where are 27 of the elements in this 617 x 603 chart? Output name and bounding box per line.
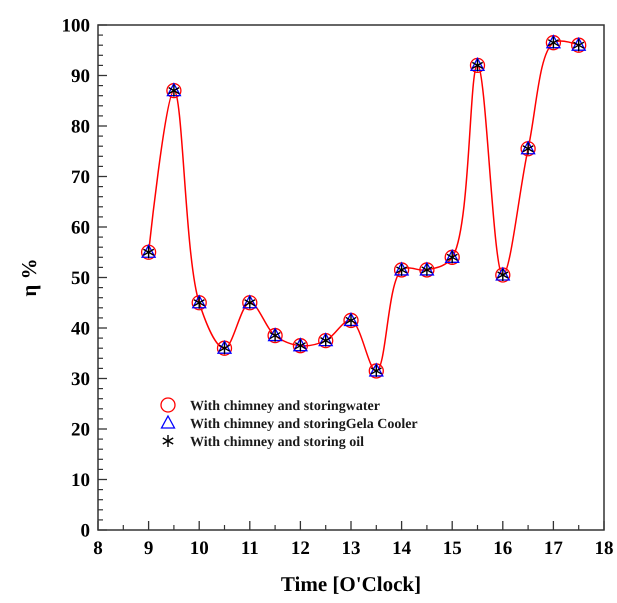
x-tick-label: 11 [240,538,259,559]
y-tick-label: 10 [71,470,90,492]
y-tick-label: 0 [80,520,90,542]
y-tick-label: 80 [71,116,90,138]
y-tick-label: 90 [71,66,90,88]
legend-label: With chimney and storingGela Cooler [190,416,418,432]
x-tick-label: 8 [93,538,103,559]
y-axis-title: η % [17,258,41,297]
x-tick-label: 15 [442,538,462,559]
y-tick-label: 30 [71,369,90,390]
y-tick-label: 40 [71,318,90,340]
y-tick-label: 70 [71,167,90,188]
y-tick-label: 20 [71,420,90,441]
y-tick-label: 60 [71,218,90,239]
x-tick-label: 18 [594,538,614,559]
legend-label: With chimney and storing oil [190,434,364,450]
x-axis-title: Time [O'Clock] [280,572,422,596]
y-tick-label: 100 [62,16,90,37]
x-tick-label: 9 [144,538,154,559]
x-tick-label: 17 [544,538,564,559]
legend-label: With chimney and storingwater [190,398,380,414]
x-tick-label: 13 [342,538,360,559]
y-tick-label: 50 [71,268,90,290]
x-tick-label: 14 [392,538,412,559]
x-tick-label: 16 [493,538,512,559]
x-tick-label: 12 [290,538,310,559]
x-tick-label: 10 [190,538,209,559]
